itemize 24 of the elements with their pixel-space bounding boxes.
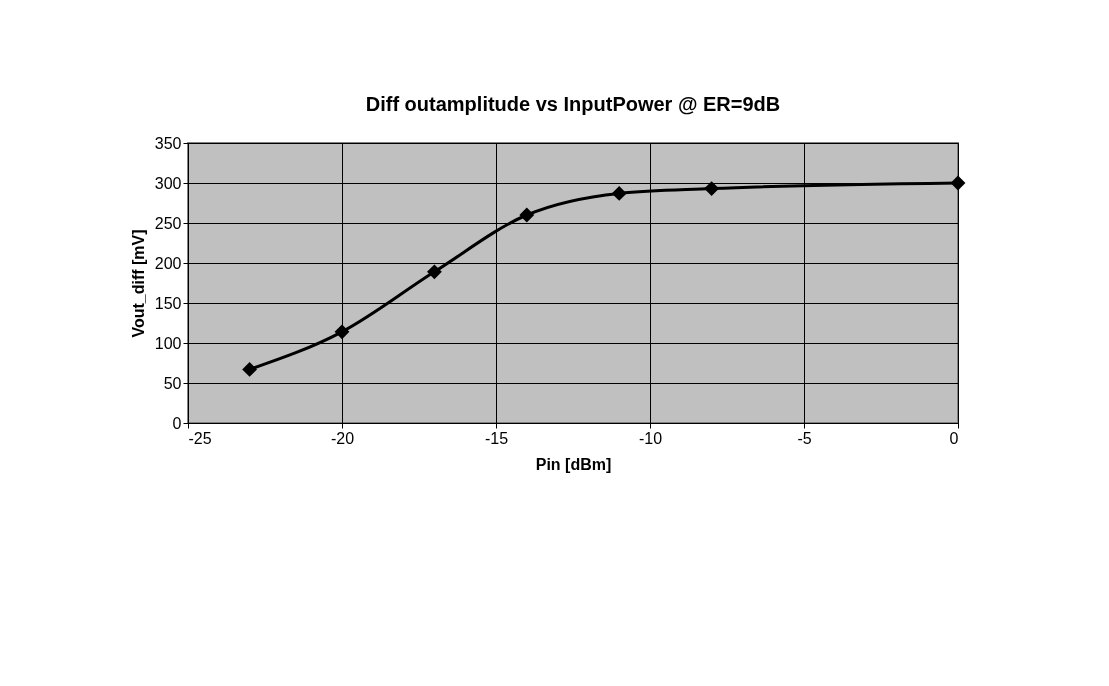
x-tick-label: 0 xyxy=(949,429,959,447)
y-tick-label: 350 xyxy=(154,134,182,152)
x-tick-label: -5 xyxy=(797,429,812,447)
point xyxy=(242,361,258,377)
x-tick-label: -25 xyxy=(188,429,212,447)
point xyxy=(334,324,350,340)
point xyxy=(611,185,627,201)
y-axis-title: Vout_diff [mV] xyxy=(129,229,147,338)
y-tick-label: 250 xyxy=(154,214,182,232)
x-tick-label: -20 xyxy=(330,429,355,447)
chart-title: Diff outamplitude vs InputPower @ ER=9dB xyxy=(365,93,781,115)
y-tick-label: 50 xyxy=(163,374,182,392)
point xyxy=(426,264,442,280)
point xyxy=(704,181,720,197)
x-axis-title: Pin [dBm] xyxy=(535,455,612,473)
x-tick-label: -10 xyxy=(638,429,663,447)
y-tick-label: 100 xyxy=(154,334,182,352)
y-tick-label: 150 xyxy=(154,294,182,312)
y-tick-label: 0 xyxy=(172,414,182,432)
point xyxy=(519,207,535,223)
x-tick-label: -15 xyxy=(484,429,509,447)
y-tick-label: 300 xyxy=(154,174,182,192)
point xyxy=(950,175,966,191)
y-tick-label: 200 xyxy=(154,254,182,272)
